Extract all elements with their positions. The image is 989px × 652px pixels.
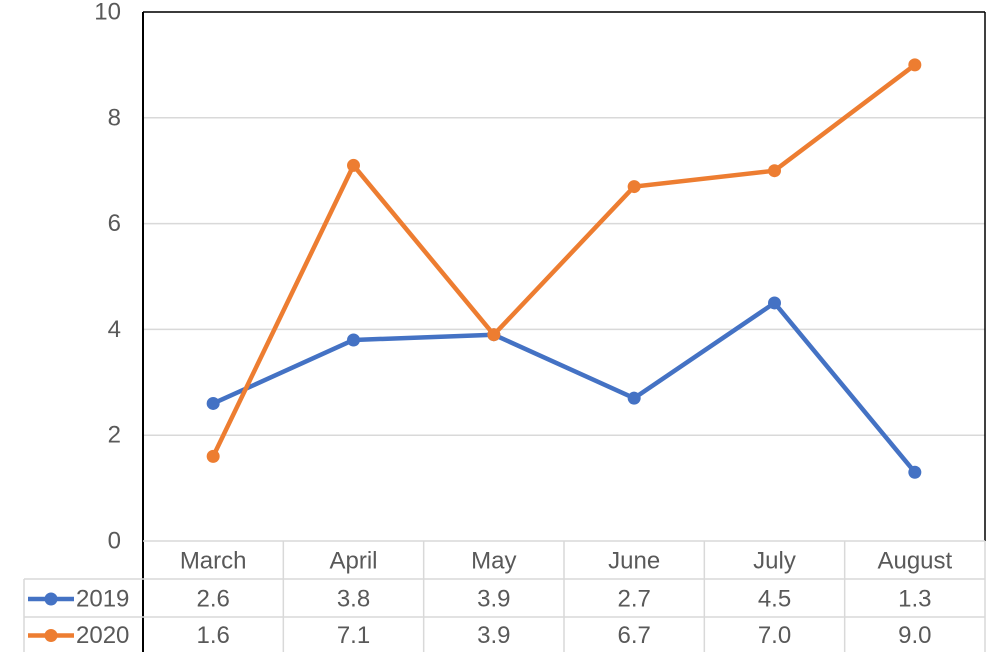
legend-entry-label: 2019 bbox=[76, 586, 129, 613]
x-tick-label: March bbox=[180, 548, 247, 575]
y-tick-label: 2 bbox=[108, 422, 121, 449]
legend-key-marker bbox=[44, 629, 58, 642]
data-point bbox=[908, 465, 922, 479]
x-tick-label: August bbox=[877, 548, 952, 575]
y-tick-label: 6 bbox=[108, 210, 121, 237]
data-table: March April May June July August 2019 2.6 3.8 3.9… bbox=[23, 540, 986, 652]
table-value: 9.0 bbox=[898, 622, 931, 649]
y-tick-label: 4 bbox=[108, 316, 121, 343]
data-point bbox=[347, 333, 360, 347]
series-line-2020 bbox=[210, 62, 918, 459]
series-lines bbox=[206, 58, 922, 479]
table-value: 1.3 bbox=[898, 586, 931, 613]
legend-entry-label: 2020 bbox=[76, 622, 129, 649]
series-line-2019 bbox=[210, 300, 918, 475]
x-tick-label: July bbox=[753, 548, 796, 575]
table-value: 7.0 bbox=[758, 622, 791, 649]
data-point bbox=[487, 328, 501, 342]
y-tick-labels: 0 2 4 6 8 10 bbox=[94, 0, 121, 555]
table-value: 3.9 bbox=[477, 586, 510, 613]
table-value: 1.6 bbox=[196, 622, 229, 649]
x-tick-label: May bbox=[471, 548, 516, 575]
data-point bbox=[206, 396, 220, 410]
axes bbox=[142, 11, 986, 652]
data-point bbox=[347, 158, 360, 172]
table-value: 2.6 bbox=[196, 586, 229, 613]
x-tick-label: April bbox=[329, 548, 377, 575]
table-value: 7.1 bbox=[337, 622, 370, 649]
y-tick-label: 0 bbox=[108, 528, 121, 555]
data-point bbox=[768, 164, 781, 178]
table-value: 6.7 bbox=[617, 622, 650, 649]
x-tick-label: June bbox=[608, 548, 660, 575]
data-point bbox=[206, 449, 220, 463]
y-tick-label: 8 bbox=[108, 104, 121, 131]
data-point bbox=[908, 58, 922, 72]
table-value: 3.8 bbox=[337, 586, 370, 613]
gridlines bbox=[143, 11, 985, 436]
data-point bbox=[627, 180, 641, 194]
data-point bbox=[768, 296, 781, 310]
legend-key-marker bbox=[44, 592, 58, 606]
table-value: 2.7 bbox=[617, 586, 650, 613]
y-tick-label: 10 bbox=[94, 0, 121, 26]
table-value: 3.9 bbox=[477, 622, 510, 649]
data-point bbox=[627, 391, 641, 405]
table-value: 4.5 bbox=[758, 586, 791, 613]
